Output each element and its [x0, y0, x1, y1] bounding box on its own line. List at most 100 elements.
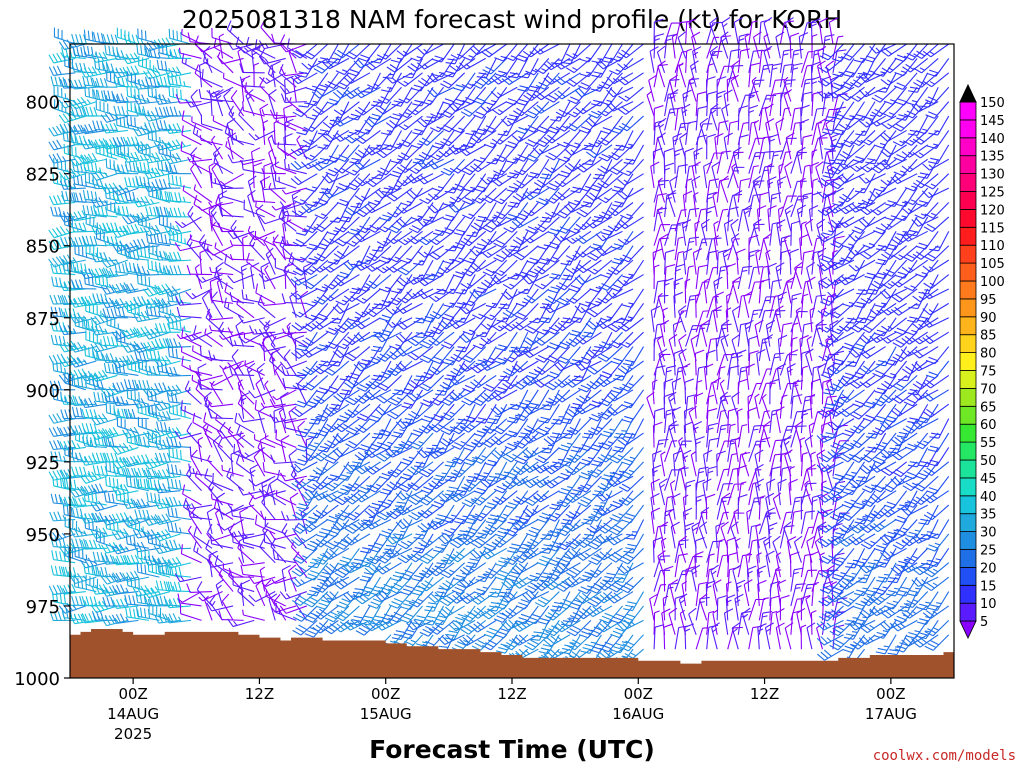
wind-barb	[282, 188, 306, 194]
wind-barb	[864, 102, 886, 120]
wind-barb	[759, 297, 775, 318]
wind-barb	[892, 289, 917, 302]
wind-barb	[188, 206, 202, 231]
wind-barb	[707, 466, 718, 490]
wind-barb	[766, 320, 774, 346]
wind-barb	[254, 63, 259, 87]
wind-barb	[496, 635, 517, 653]
wind-barb	[60, 325, 86, 334]
wind-barb	[230, 254, 254, 260]
wind-barb	[164, 286, 191, 296]
wind-barb	[202, 69, 222, 87]
wind-barb	[664, 278, 673, 303]
colorbar-label: 35	[980, 508, 997, 523]
wind-barb	[770, 64, 782, 88]
wind-barb	[306, 390, 328, 408]
wind-barb	[913, 58, 938, 72]
wind-barb	[738, 106, 748, 131]
wind-barb	[274, 121, 279, 145]
wind-barb	[93, 552, 117, 563]
wind-barb	[333, 390, 359, 402]
wind-barb	[806, 349, 814, 376]
wind-barb	[728, 484, 744, 505]
wind-barb	[317, 231, 339, 249]
wind-barb	[241, 263, 250, 289]
colorbar-cell	[960, 156, 976, 174]
wind-barb	[204, 239, 223, 260]
wind-barb	[328, 462, 349, 481]
wind-barb	[694, 148, 703, 174]
wind-barb	[216, 89, 224, 116]
wind-barb	[358, 433, 380, 451]
wind-barb	[464, 404, 486, 422]
wind-barb	[392, 87, 412, 106]
wind-barb	[157, 60, 180, 73]
colorbar-cell	[960, 335, 976, 353]
wind-barb	[292, 191, 300, 217]
wind-barb	[201, 114, 222, 130]
wind-barb	[728, 121, 739, 145]
wind-barb	[61, 567, 85, 578]
wind-barb	[812, 365, 823, 389]
wind-barb	[791, 584, 806, 606]
wind-barb	[484, 130, 507, 147]
wind-barb	[475, 462, 496, 481]
colorbar-cell	[960, 138, 976, 156]
wind-barb	[178, 594, 202, 606]
colorbar-label: 75	[980, 365, 997, 380]
wind-barb	[52, 277, 76, 289]
wind-barb	[759, 383, 775, 404]
wind-barb	[776, 623, 784, 649]
wind-barb	[870, 188, 896, 198]
wind-barb	[717, 179, 729, 203]
wind-barb	[883, 102, 907, 118]
wind-barb	[186, 99, 212, 107]
wind-barb	[408, 505, 433, 520]
colorbar-cell	[960, 460, 976, 478]
colorbar-label: 140	[980, 132, 1005, 147]
wind-barb	[196, 373, 222, 381]
wind-barb	[580, 563, 601, 581]
colorbar-label: 50	[980, 454, 997, 469]
wind-barb	[566, 58, 591, 72]
colorbar-label: 150	[980, 96, 1005, 111]
colorbar-cell	[960, 514, 976, 532]
wind-barb	[789, 350, 798, 376]
wind-barb	[654, 34, 664, 59]
wind-barb	[874, 58, 896, 76]
wind-barb	[360, 606, 380, 625]
colorbar-cell	[960, 478, 976, 496]
wind-barb	[805, 435, 813, 462]
wind-barb	[827, 380, 833, 404]
wind-barb	[654, 625, 664, 650]
wind-barb	[244, 333, 264, 347]
wind-barb	[728, 438, 741, 461]
wind-barb	[557, 332, 580, 349]
wind-barb	[210, 267, 233, 274]
wind-barb	[101, 257, 128, 267]
wind-barb	[535, 447, 559, 462]
wind-barb	[893, 534, 917, 549]
wind-barb	[93, 121, 118, 131]
wind-barb	[832, 563, 854, 581]
colorbar-label: 70	[980, 382, 997, 397]
wind-barb	[106, 158, 128, 173]
wind-barb	[166, 107, 191, 116]
wind-barb	[348, 217, 370, 235]
wind-barb	[778, 479, 787, 505]
wind-barb	[780, 323, 792, 347]
colorbar-label: 55	[980, 436, 997, 451]
wind-barb	[83, 190, 106, 203]
wind-barb	[831, 577, 854, 594]
wind-barb	[592, 476, 612, 496]
wind-barb	[928, 433, 949, 452]
wind-barb	[854, 577, 875, 596]
wind-barb	[683, 450, 692, 476]
wind-barb	[759, 166, 774, 188]
wind-barb	[398, 534, 423, 549]
wind-barb	[926, 102, 949, 119]
wind-barb	[117, 28, 138, 44]
wind-barb	[780, 383, 797, 404]
wind-barb	[686, 266, 694, 289]
